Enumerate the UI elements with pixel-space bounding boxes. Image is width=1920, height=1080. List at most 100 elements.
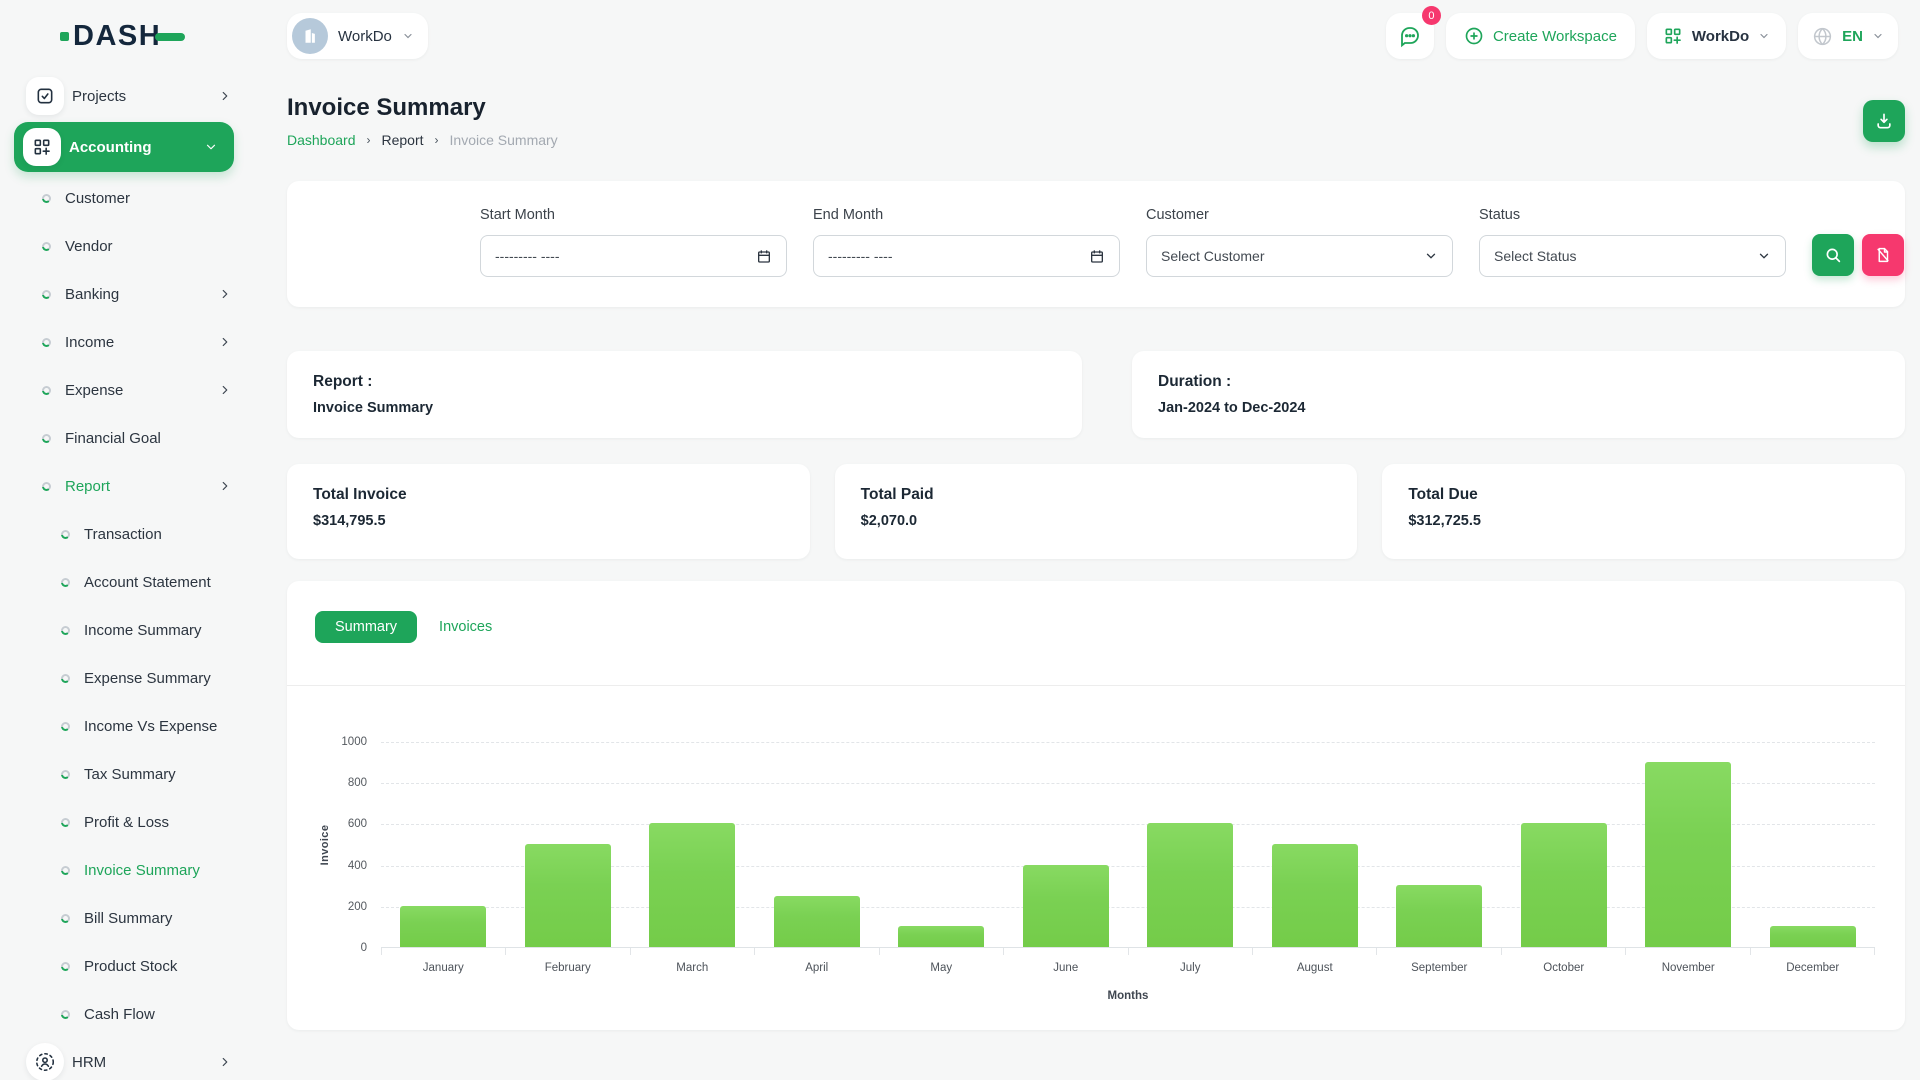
- status-select[interactable]: Select Status: [1479, 235, 1786, 277]
- sidebar-item-label: Income Summary: [84, 622, 202, 639]
- duration-card-title: Duration :: [1158, 373, 1879, 391]
- workdo-menu-button[interactable]: WorkDo: [1647, 13, 1786, 59]
- y-tick-label: 400: [319, 860, 367, 872]
- x-label-august: August: [1253, 962, 1378, 974]
- language-selector[interactable]: EN: [1798, 13, 1898, 59]
- reset-filter-button[interactable]: [1862, 234, 1904, 276]
- sidebar-item-label: Vendor: [65, 238, 113, 255]
- x-label-february: February: [506, 962, 631, 974]
- bar-slot: [755, 742, 880, 947]
- bullet-icon: [42, 482, 51, 491]
- y-tick-label: 1000: [319, 736, 367, 748]
- sidebar-item-label: Accounting: [69, 139, 152, 156]
- bar-april: [774, 896, 860, 948]
- sidebar-item-expense[interactable]: Expense: [0, 366, 260, 414]
- bar-september: [1396, 885, 1482, 947]
- sidebar-item-income[interactable]: Income: [0, 318, 260, 366]
- sidebar-item-account-statement[interactable]: Account Statement: [0, 558, 260, 606]
- sidebar-item-label: Financial Goal: [65, 430, 161, 447]
- chart-plot-area: Invoice 02004006008001000: [381, 742, 1875, 948]
- breadcrumb-separator: ›: [435, 133, 439, 147]
- create-workspace-label: Create Workspace: [1493, 28, 1617, 45]
- filter-form: Start Month --------- ---- End Month ---…: [480, 207, 1904, 277]
- page-header: Invoice Summary Dashboard › Report › Inv…: [287, 94, 1905, 148]
- bullet-icon: [61, 578, 70, 587]
- sidebar-item-label: Projects: [72, 88, 126, 105]
- sidebar-item-label: Product Stock: [84, 958, 177, 975]
- customer-select[interactable]: Select Customer: [1146, 235, 1453, 277]
- x-tick: [1377, 948, 1501, 955]
- bullet-icon: [61, 962, 70, 971]
- messages-button[interactable]: 0: [1386, 13, 1434, 59]
- workspace-avatar: [292, 18, 328, 54]
- sidebar-item-profit-loss[interactable]: Profit & Loss: [0, 798, 260, 846]
- bullet-icon: [61, 818, 70, 827]
- y-tick-label: 800: [319, 777, 367, 789]
- sidebar-item-bill-summary[interactable]: Bill Summary: [0, 894, 260, 942]
- bars-container: [381, 742, 1875, 947]
- customer-label: Customer: [1146, 207, 1453, 223]
- breadcrumb-dashboard[interactable]: Dashboard: [287, 132, 356, 148]
- report-card-title: Report :: [313, 373, 1056, 391]
- sidebar-item-report[interactable]: Report: [0, 462, 260, 510]
- y-tick-label: 200: [319, 901, 367, 913]
- checkbox-icon: [26, 77, 64, 115]
- sidebar-item-tax-summary[interactable]: Tax Summary: [0, 750, 260, 798]
- app-logo[interactable]: DASH: [0, 0, 260, 72]
- download-button[interactable]: [1863, 100, 1905, 142]
- end-month-input[interactable]: --------- ----: [813, 235, 1120, 277]
- sidebar-item-product-stock[interactable]: Product Stock: [0, 942, 260, 990]
- bullet-icon: [61, 914, 70, 923]
- x-tick: [631, 948, 755, 955]
- y-tick-label: 0: [319, 942, 367, 954]
- sidebar-item-customer[interactable]: Customer: [0, 174, 260, 222]
- bar-slot: [1253, 742, 1378, 947]
- sidebar-item-financial-goal[interactable]: Financial Goal: [0, 414, 260, 462]
- bullet-icon: [42, 434, 51, 443]
- stat-label: Total Paid: [861, 486, 1332, 504]
- x-label-may: May: [879, 962, 1004, 974]
- sidebar-item-label: Account Statement: [84, 574, 211, 591]
- x-tick: [1253, 948, 1377, 955]
- start-month-input[interactable]: --------- ----: [480, 235, 787, 277]
- bullet-icon: [61, 1010, 70, 1019]
- end-month-field: End Month --------- ----: [813, 207, 1120, 277]
- breadcrumb-report[interactable]: Report: [382, 132, 424, 148]
- chart-card: Summary Invoices Invoice 020040060080010…: [287, 581, 1905, 1030]
- workspace-name: WorkDo: [338, 28, 392, 45]
- x-label-january: January: [381, 962, 506, 974]
- chevron-down-icon: [1424, 249, 1438, 263]
- stat-card-total-invoice: Total Invoice$314,795.5: [287, 464, 810, 559]
- calendar-icon: [756, 248, 772, 264]
- sidebar-item-projects[interactable]: Projects: [0, 72, 260, 120]
- sidebar-item-transaction[interactable]: Transaction: [0, 510, 260, 558]
- sidebar-item-banking[interactable]: Banking: [0, 270, 260, 318]
- apply-filter-button[interactable]: [1812, 234, 1854, 276]
- sidebar-item-invoice-summary[interactable]: Invoice Summary: [0, 846, 260, 894]
- tab-summary[interactable]: Summary: [315, 611, 417, 643]
- filter-panel: Start Month --------- ---- End Month ---…: [287, 181, 1905, 307]
- bar-february: [525, 844, 611, 947]
- start-month-placeholder: --------- ----: [495, 248, 560, 264]
- sidebar-item-hrm[interactable]: HRM: [0, 1038, 260, 1080]
- tab-invoices[interactable]: Invoices: [435, 611, 496, 643]
- sidebar-item-cash-flow[interactable]: Cash Flow: [0, 990, 260, 1038]
- invoice-bar-chart: Invoice 02004006008001000 JanuaryFebruar…: [287, 686, 1905, 1030]
- workspace-switcher[interactable]: WorkDo: [287, 13, 428, 59]
- bullet-icon: [42, 242, 51, 251]
- create-workspace-button[interactable]: Create Workspace: [1446, 13, 1635, 59]
- main-content: Invoice Summary Dashboard › Report › Inv…: [260, 94, 1920, 1030]
- duration-card-value: Jan-2024 to Dec-2024: [1158, 400, 1879, 416]
- sidebar-item-label: Expense Summary: [84, 670, 211, 687]
- sidebar-item-income-vs-expense[interactable]: Income Vs Expense: [0, 702, 260, 750]
- status-label: Status: [1479, 207, 1786, 223]
- sidebar-item-expense-summary[interactable]: Expense Summary: [0, 654, 260, 702]
- status-select-value: Select Status: [1494, 248, 1577, 264]
- sidebar-item-vendor[interactable]: Vendor: [0, 222, 260, 270]
- chevron-right-icon: [218, 335, 232, 349]
- sidebar-item-income-summary[interactable]: Income Summary: [0, 606, 260, 654]
- stat-value: $314,795.5: [313, 513, 784, 529]
- bar-slot: [1128, 742, 1253, 947]
- sidebar-item-accounting[interactable]: Accounting: [14, 122, 234, 172]
- start-month-field: Start Month --------- ----: [480, 207, 787, 277]
